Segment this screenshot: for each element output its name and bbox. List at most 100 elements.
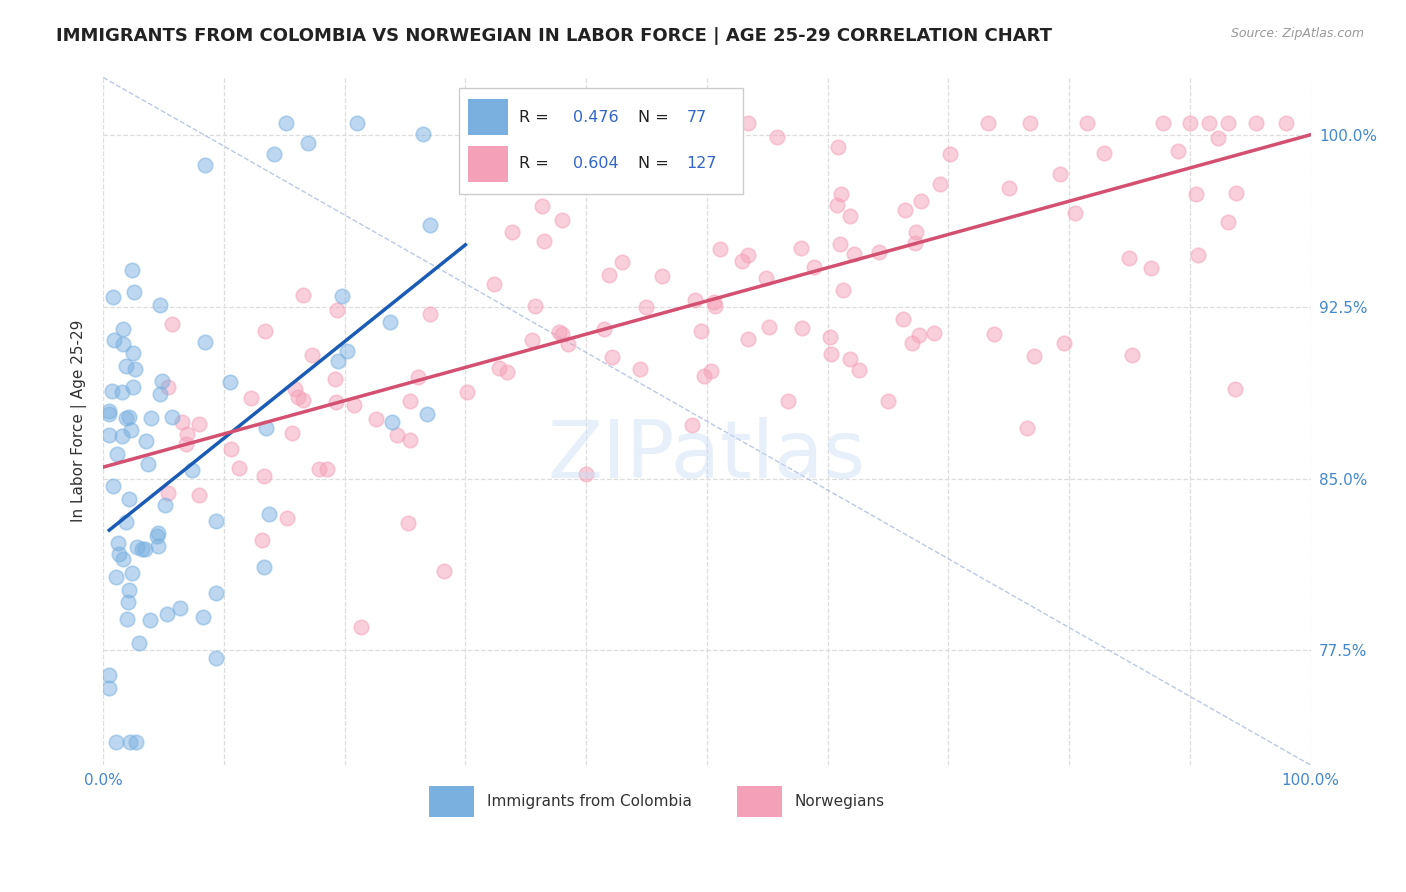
Point bbox=[292, 393, 315, 408]
Point bbox=[928, 177, 950, 191]
Point bbox=[118, 409, 141, 424]
Point bbox=[598, 268, 620, 282]
Point bbox=[695, 149, 717, 163]
Point bbox=[108, 547, 131, 561]
Point bbox=[104, 570, 127, 584]
Point bbox=[1017, 421, 1039, 435]
Point bbox=[418, 307, 440, 321]
Point bbox=[176, 437, 198, 451]
Point bbox=[263, 147, 285, 161]
Point bbox=[547, 326, 569, 340]
Point bbox=[1121, 348, 1143, 362]
Point bbox=[396, 516, 419, 531]
Point bbox=[105, 447, 128, 461]
Point bbox=[839, 209, 862, 223]
Point bbox=[170, 415, 193, 429]
Point bbox=[124, 285, 146, 300]
Point bbox=[149, 298, 172, 312]
Point bbox=[276, 510, 298, 524]
Point bbox=[877, 393, 900, 408]
Point bbox=[150, 375, 173, 389]
Point bbox=[737, 332, 759, 346]
Point bbox=[683, 293, 706, 307]
Point bbox=[124, 362, 146, 376]
Point bbox=[910, 194, 932, 209]
Point bbox=[160, 318, 183, 332]
Point bbox=[1275, 116, 1298, 130]
Point bbox=[419, 218, 441, 232]
Point bbox=[399, 433, 422, 447]
Point bbox=[297, 136, 319, 150]
Point bbox=[456, 385, 478, 400]
Point bbox=[433, 565, 456, 579]
Point bbox=[335, 343, 357, 358]
Point bbox=[117, 492, 139, 507]
Point bbox=[1216, 116, 1239, 130]
Point bbox=[1064, 206, 1087, 220]
Point bbox=[146, 529, 169, 543]
Point bbox=[364, 412, 387, 426]
Point bbox=[103, 334, 125, 348]
Point bbox=[103, 290, 125, 304]
Point bbox=[308, 462, 330, 476]
Point bbox=[977, 116, 1000, 130]
Point bbox=[149, 387, 172, 401]
Point bbox=[1053, 335, 1076, 350]
Point bbox=[346, 116, 368, 130]
Point bbox=[250, 533, 273, 547]
Point bbox=[998, 181, 1021, 195]
Point bbox=[551, 213, 574, 227]
Point bbox=[284, 382, 307, 396]
Point bbox=[98, 681, 121, 695]
Point bbox=[792, 321, 814, 335]
Point bbox=[378, 315, 401, 329]
Point bbox=[482, 277, 505, 292]
Point bbox=[551, 327, 574, 342]
Point bbox=[156, 380, 179, 394]
Point bbox=[496, 365, 519, 379]
Point bbox=[523, 299, 546, 313]
Point bbox=[219, 442, 242, 456]
Point bbox=[894, 202, 917, 217]
Point bbox=[98, 407, 121, 421]
Point bbox=[146, 539, 169, 553]
Point bbox=[758, 319, 780, 334]
Point bbox=[692, 369, 714, 384]
Point bbox=[110, 429, 132, 443]
Point bbox=[602, 350, 624, 364]
Point bbox=[905, 225, 928, 239]
Y-axis label: In Labor Force | Age 25-29: In Labor Force | Age 25-29 bbox=[72, 320, 87, 523]
Point bbox=[737, 116, 759, 130]
Point bbox=[766, 130, 789, 145]
Point bbox=[1076, 116, 1098, 130]
Point bbox=[287, 390, 309, 404]
Point bbox=[522, 333, 544, 347]
Point bbox=[1187, 248, 1209, 262]
Point bbox=[205, 585, 228, 599]
Point bbox=[181, 462, 204, 476]
Point bbox=[101, 479, 124, 493]
Point bbox=[844, 247, 866, 261]
Point bbox=[135, 434, 157, 448]
Point bbox=[610, 255, 633, 269]
Point bbox=[839, 351, 862, 366]
Point bbox=[325, 302, 347, 317]
Point bbox=[259, 507, 281, 521]
Point bbox=[115, 410, 138, 425]
Point bbox=[628, 361, 651, 376]
Point bbox=[1024, 349, 1046, 363]
Point bbox=[205, 515, 228, 529]
Point bbox=[139, 613, 162, 627]
Point bbox=[1167, 144, 1189, 158]
Point bbox=[228, 461, 250, 475]
Point bbox=[704, 299, 727, 313]
Point bbox=[681, 418, 703, 433]
Point bbox=[153, 498, 176, 512]
Point bbox=[323, 372, 346, 386]
Point bbox=[253, 324, 276, 338]
Point bbox=[832, 283, 855, 297]
Point bbox=[254, 421, 277, 435]
Point bbox=[156, 607, 179, 622]
Point bbox=[205, 650, 228, 665]
Point bbox=[326, 354, 349, 368]
